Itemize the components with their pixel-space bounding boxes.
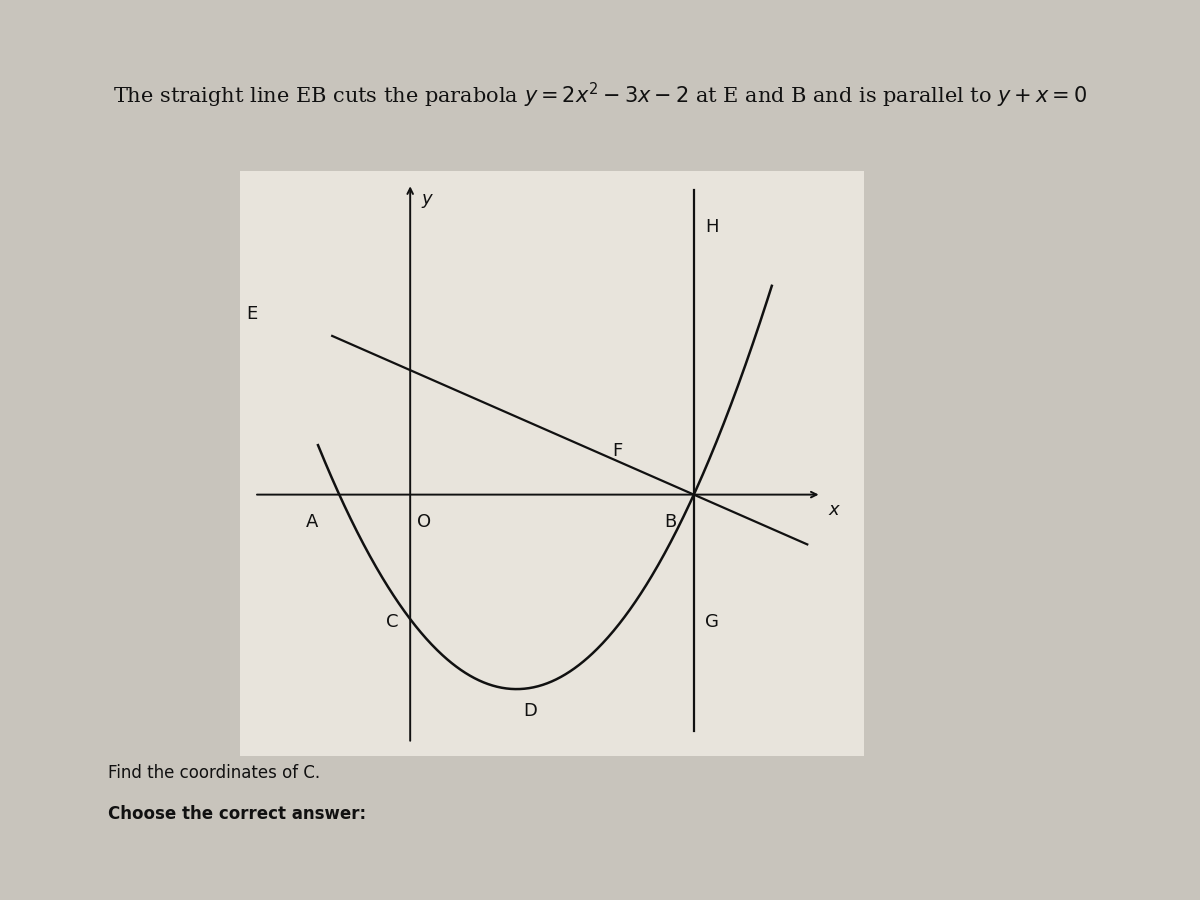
Text: C: C (386, 613, 398, 631)
Text: A: A (306, 513, 318, 531)
Text: Choose the correct answer:: Choose the correct answer: (108, 805, 366, 823)
Text: The straight line EB cuts the parabola $y = 2x^2 - 3x - 2$ at E and B and is par: The straight line EB cuts the parabola $… (113, 81, 1087, 110)
Text: B: B (665, 513, 677, 531)
Text: O: O (418, 513, 431, 531)
Text: H: H (706, 218, 719, 236)
Text: x: x (828, 501, 839, 519)
Text: E: E (246, 305, 257, 323)
Text: F: F (613, 443, 623, 461)
Text: Find the coordinates of C.: Find the coordinates of C. (108, 764, 320, 782)
Text: G: G (706, 613, 719, 631)
Text: y: y (421, 190, 432, 208)
Text: D: D (523, 701, 538, 719)
